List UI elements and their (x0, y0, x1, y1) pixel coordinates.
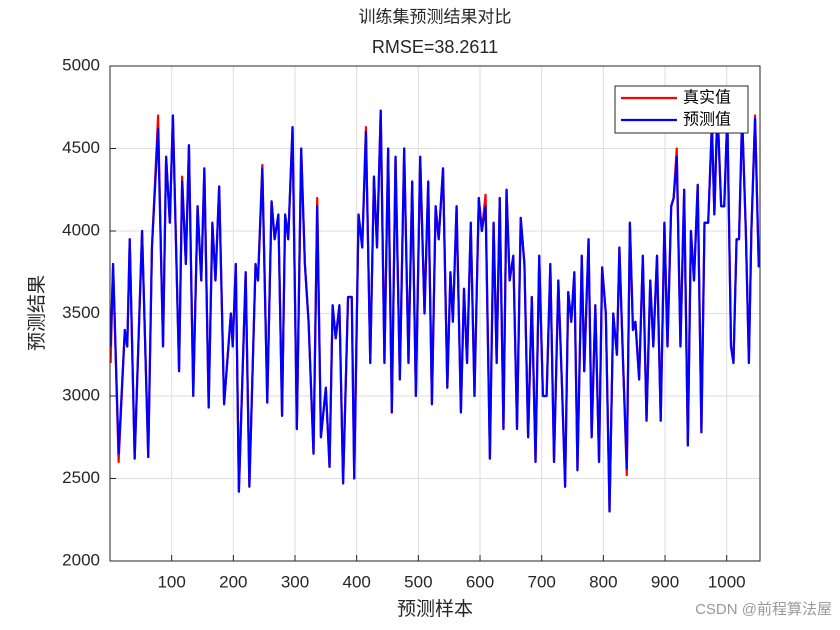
y-tick-label: 3500 (62, 303, 100, 322)
watermark: CSDN @前程算法屋 (695, 600, 832, 618)
legend-box (614, 85, 749, 134)
x-tick-label: 100 (157, 572, 185, 591)
x-axis-label: 预测样本 (397, 598, 473, 620)
y-tick-label: 5000 (62, 55, 100, 74)
series-line (109, 106, 760, 513)
y-tick-label: 3000 (62, 385, 100, 404)
x-tick-label: 600 (466, 572, 494, 591)
y-tick-label: 2500 (62, 468, 100, 487)
y-tick-label: 2000 (62, 550, 100, 569)
axes-frame (109, 65, 761, 562)
y-tick-label: 4500 (62, 138, 100, 157)
legend-label: 预测值 (683, 110, 731, 129)
x-tick-label: 900 (651, 572, 679, 591)
x-tick-label: 1000 (708, 572, 746, 591)
y-axis-label: 预测结果 (26, 275, 48, 351)
chart-subtitle: RMSE=38.2611 (372, 37, 498, 57)
x-tick-label: 800 (589, 572, 617, 591)
x-tick-label: 700 (528, 572, 556, 591)
legend-label: 真实值 (683, 88, 731, 107)
x-tick-label: 500 (404, 572, 432, 591)
y-tick-label: 4000 (62, 220, 100, 239)
chart-title: 训练集预测结果对比 (359, 8, 512, 28)
x-tick-label: 200 (219, 572, 247, 591)
x-tick-label: 400 (342, 572, 370, 591)
x-tick-label: 300 (281, 572, 309, 591)
